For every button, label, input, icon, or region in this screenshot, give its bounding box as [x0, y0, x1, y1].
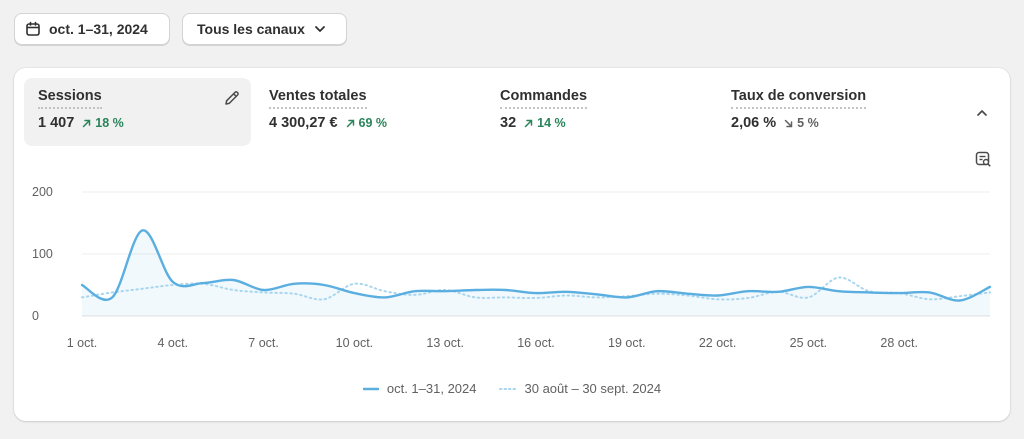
calendar-icon — [26, 21, 40, 36]
y-tick-label: 100 — [32, 247, 53, 261]
pencil-icon[interactable] — [223, 89, 241, 107]
chart-legend: oct. 1–31, 2024 30 août – 30 sept. 2024 — [14, 381, 1010, 396]
series-line-current — [80, 229, 992, 302]
metric-label: Sessions — [38, 88, 102, 109]
arrow-up-right-icon — [524, 119, 533, 127]
x-tick-label: 4 oct. — [158, 336, 189, 350]
metric-delta: 14 % — [524, 116, 566, 130]
arrow-down-right-icon — [784, 119, 793, 127]
x-tick-label: 22 oct. — [699, 336, 737, 350]
metric-label: Taux de conversion — [731, 88, 867, 109]
metric-delta: 5 % — [784, 116, 819, 130]
channel-select[interactable]: Tous les canaux — [182, 13, 347, 45]
metric-value: 1 407 — [38, 115, 75, 131]
metric-delta-value: 69 % — [358, 116, 388, 130]
series-area-current — [82, 230, 990, 316]
arrow-up-right-icon — [83, 119, 91, 127]
y-tick-label: 200 — [32, 185, 53, 199]
metric-tab-orders[interactable]: Commandes 32 14 % — [486, 78, 706, 146]
metric-tab-conversion-rate[interactable]: Taux de conversion 2,06 % 5 % — [717, 78, 937, 146]
x-tick-label: 7 oct. — [248, 336, 279, 350]
sessions-line-chart: 0 100 200 1 oct. 4 oct. 7 oct. 10 oct. 13 oct. 1… — [32, 185, 992, 350]
legend-item-comparison[interactable]: 30 août – 30 sept. 2024 — [498, 381, 662, 396]
metric-tab-total-sales[interactable]: Ventes totales 4 300,27 € 69 % — [255, 78, 475, 146]
legend-dotted-line-icon — [498, 387, 517, 390]
legend-label: oct. 1–31, 2024 — [386, 381, 477, 396]
table-search-icon[interactable] — [974, 150, 992, 168]
x-tick-label: 28 oct. — [880, 336, 918, 350]
arrow-up-right-icon — [346, 119, 354, 127]
chevron-down-icon — [315, 26, 325, 32]
date-range-label: oct. 1–31, 2024 — [49, 21, 148, 37]
metric-label: Ventes totales — [269, 88, 367, 109]
metric-delta-value: 18 % — [95, 116, 124, 130]
series-line-comparison — [81, 276, 991, 301]
x-tick-label: 19 oct. — [608, 336, 646, 350]
metric-delta: 18 % — [82, 116, 124, 130]
chevron-up-icon[interactable] — [973, 104, 991, 122]
date-range-button[interactable]: oct. 1–31, 2024 — [14, 13, 170, 45]
x-tick-label: 1 oct. — [67, 336, 98, 350]
x-tick-label: 13 oct. — [426, 336, 464, 350]
legend-solid-line-icon — [362, 387, 379, 390]
metric-value: 2,06 % — [731, 115, 777, 131]
metric-tab-sessions[interactable]: Sessions 1 407 18 % — [24, 78, 251, 146]
y-tick-label: 0 — [32, 309, 39, 323]
analytics-card: Sessions 1 407 18 % Ventes totales 4 300… — [14, 68, 1010, 421]
metric-label: Commandes — [500, 88, 588, 109]
x-tick-label: 10 oct. — [336, 336, 374, 350]
metric-delta-value: 5 % — [797, 116, 819, 130]
legend-label: 30 août – 30 sept. 2024 — [524, 381, 662, 396]
metric-delta-value: 14 % — [537, 116, 566, 130]
metric-value: 4 300,27 € — [269, 115, 338, 131]
metric-delta: 69 % — [346, 116, 388, 130]
legend-item-current[interactable]: oct. 1–31, 2024 — [362, 381, 477, 396]
x-tick-label: 25 oct. — [790, 336, 828, 350]
channel-label: Tous les canaux — [197, 21, 305, 37]
x-tick-label: 16 oct. — [517, 336, 555, 350]
metric-value: 32 — [500, 115, 517, 131]
